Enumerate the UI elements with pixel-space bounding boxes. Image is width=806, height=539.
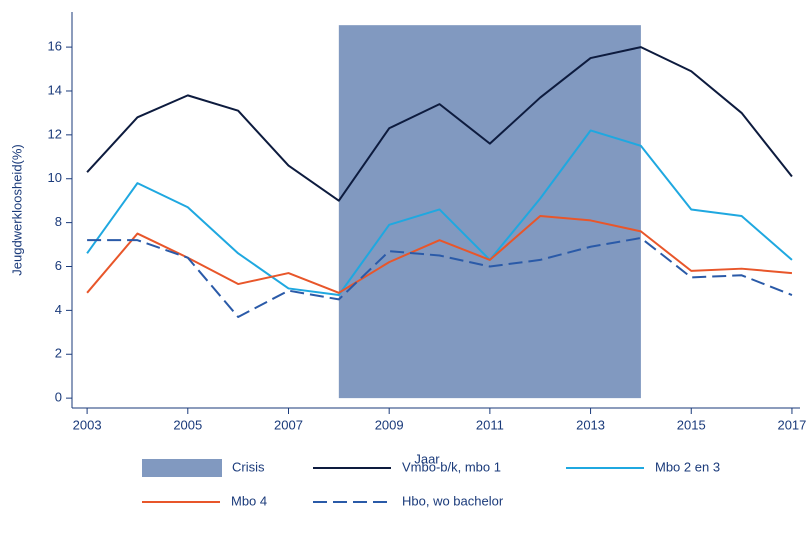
x-tick-label: 2011 <box>476 417 504 432</box>
legend-label: Crisis <box>232 459 265 474</box>
x-tick-label: 2013 <box>576 417 605 432</box>
series-line <box>87 236 793 318</box>
y-tick-label: 6 <box>55 258 62 273</box>
x-tick-label: 2007 <box>274 417 303 432</box>
y-tick-label: 2 <box>55 346 62 361</box>
y-axis-label: Jeugdwerkloosheid(%) <box>9 144 24 276</box>
crisis-band <box>338 25 641 399</box>
legend-label: Vmbo-b/k, mbo 1 <box>402 459 501 474</box>
legend-label: Hbo, wo bachelor <box>402 493 504 508</box>
y-tick-label: 10 <box>48 170 62 185</box>
series-line <box>86 129 793 297</box>
legend-label: Mbo 4 <box>231 493 267 508</box>
y-tick-label: 8 <box>55 214 62 229</box>
x-tick-label: 2005 <box>173 417 202 432</box>
legend-swatch <box>142 459 222 477</box>
series-line <box>86 215 793 294</box>
x-tick-label: 2015 <box>677 417 706 432</box>
y-tick-label: 4 <box>55 302 62 317</box>
x-tick-label: 2017 <box>777 417 806 432</box>
x-axis-label: Jaar <box>414 451 440 466</box>
y-tick-label: 0 <box>55 390 62 405</box>
series-line <box>86 46 793 202</box>
y-tick-label: 12 <box>48 126 62 141</box>
y-tick-label: 14 <box>48 82 62 97</box>
legend-label: Mbo 2 en 3 <box>655 459 720 474</box>
y-tick-label: 16 <box>48 39 62 54</box>
x-tick-label: 2003 <box>73 417 102 432</box>
x-tick-label: 2009 <box>375 417 404 432</box>
